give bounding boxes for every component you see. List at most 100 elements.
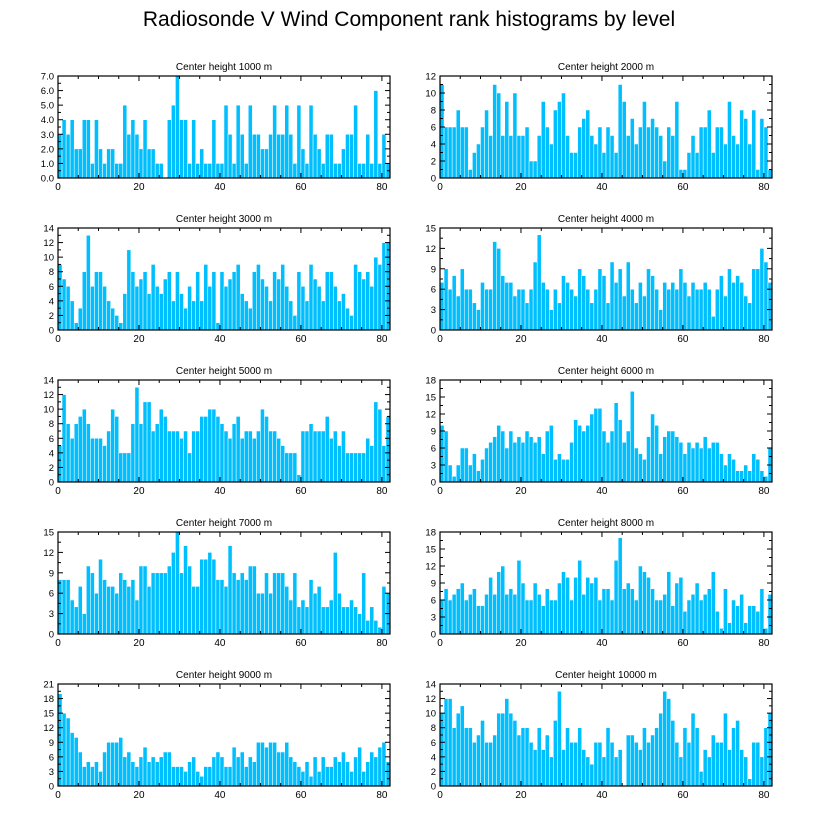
bar [239,438,245,483]
panel-title: Center height 6000 m [558,366,654,377]
bar [723,295,728,331]
bar [472,588,477,635]
bar [130,761,136,787]
bar [763,261,769,331]
bar [114,416,119,483]
bar [231,423,237,483]
bar [472,742,477,787]
bar [711,442,716,483]
bar [727,749,732,787]
bar [601,152,607,179]
bar [231,271,237,331]
bar [296,474,302,483]
bar [365,620,371,635]
bar [492,241,497,331]
bar [82,613,87,635]
bar [264,572,269,635]
bar [678,577,684,635]
bar [138,565,144,635]
bar [532,442,538,483]
bar [528,160,534,179]
bar [561,459,566,483]
bar [735,720,740,787]
bar [341,430,346,483]
bar [508,135,514,179]
bar [288,300,294,331]
bar [126,751,132,787]
bar [280,134,285,179]
bar [723,143,728,179]
bar [235,756,241,787]
bar [296,271,302,331]
bar [138,423,144,483]
bar [476,309,481,331]
bar [702,594,708,635]
bar [678,169,684,179]
bar [187,452,192,483]
bar [686,442,692,483]
bar [532,749,538,787]
bar [468,464,473,483]
bar [272,271,277,331]
bar [459,447,465,483]
bar [536,727,542,787]
bar [638,749,643,787]
bar [268,592,273,635]
histogram-panel: Center height 6000 m 0 20 40 60 80 0 3 6 9 12 15 18 [425,366,773,497]
bar [484,109,489,179]
bar [617,419,623,483]
bar [593,742,599,787]
x-tick-label: 0 [55,334,61,345]
bar [304,761,310,787]
bar [589,413,595,483]
bar [553,599,558,635]
bar [122,104,128,179]
bar [715,742,720,787]
bar [504,282,510,331]
bar [447,288,453,331]
bar [565,727,570,787]
bar [223,586,229,635]
bar [272,104,277,179]
bar [312,756,318,787]
bar [646,436,651,483]
bar [377,626,383,635]
bar [106,300,111,331]
bar [500,430,506,483]
y-tick-label: 6.0 [41,86,54,97]
bar [329,271,334,331]
x-tick-label: 40 [214,638,226,649]
bar [333,430,338,483]
bar [260,148,265,179]
bar [239,293,245,331]
bar [341,293,346,331]
bar [349,771,354,787]
bar [605,588,611,635]
bar [630,288,635,331]
bar [219,423,225,483]
y-tick-label: 9 [49,568,54,579]
bar [345,606,350,635]
y-tick-label: 4 [49,448,54,459]
bar [549,309,554,331]
bar [573,577,578,635]
bar [715,126,720,179]
bar [268,742,273,787]
histogram-panel: Center height 8000 m 0 20 40 60 80 0 3 6 9 12 15 18 [425,518,773,649]
bar [706,588,712,635]
y-tick-label: 14 [425,680,436,691]
bar [256,430,261,483]
x-tick-label: 40 [596,334,608,345]
bar [524,302,530,331]
bar [601,588,607,635]
panel-title: Center height 1000 m [176,62,272,73]
bar [284,452,290,483]
y-tick-label: 18 [425,376,436,387]
bar [719,628,724,635]
bar [256,742,261,787]
bar [751,742,757,787]
bar [727,101,732,179]
bar [183,119,188,179]
bar [357,613,362,635]
bar [617,537,623,635]
